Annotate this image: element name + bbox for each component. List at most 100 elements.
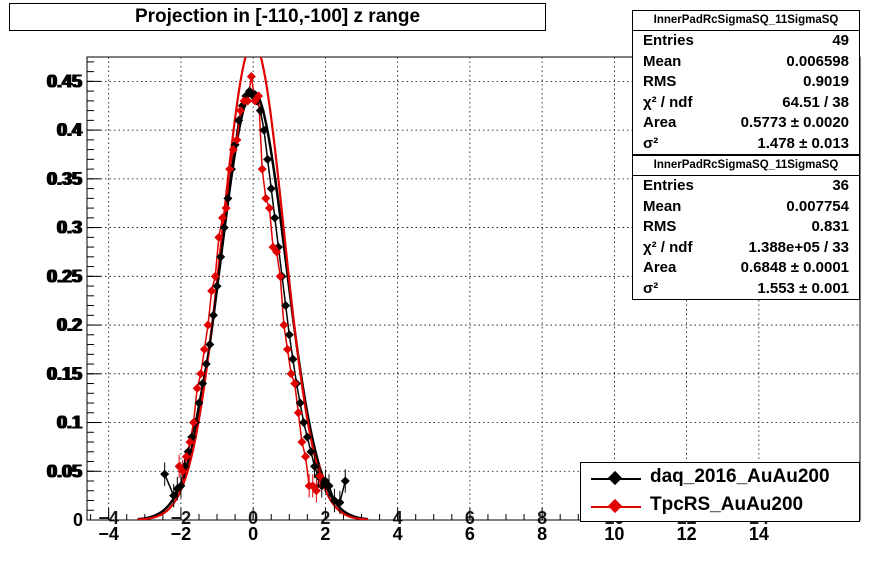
data-point [293, 408, 303, 418]
y-tick-label-echo: 0.4 [56, 120, 81, 140]
data-point [216, 252, 226, 262]
y-tick-label-echo: 0.05 [46, 461, 81, 481]
data-point [225, 164, 235, 174]
stats-row: Mean 0.007754 [643, 197, 849, 215]
stats-box-daq: InnerPadRcSigmaSQ_11SigmaSQ Entries 49 Me… [632, 10, 860, 155]
data-point [205, 340, 215, 350]
y-tick-label: 0.35 [48, 169, 83, 189]
stats-row: σ² 1.553 ± 0.001 [643, 279, 849, 297]
data-point [221, 203, 231, 213]
stats-row: χ² / ndf 64.51 / 38 [643, 93, 849, 111]
data-point [306, 447, 316, 457]
data-point [254, 91, 264, 101]
data-point [181, 452, 191, 462]
legend-label: TpcRS_AuAu200 [650, 494, 804, 515]
stats-row: Mean 0.006598 [643, 52, 849, 70]
data-point [259, 125, 269, 135]
stats-box-name: InnerPadRcSigmaSQ_11SigmaSQ [633, 156, 859, 176]
stats-row: Area 0.5773 ± 0.0020 [643, 114, 849, 132]
stats-row: RMS 0.9019 [643, 73, 849, 91]
legend-label: daq_2016_AuAu200 [650, 466, 830, 487]
legend: daq_2016_AuAu200 TpcRS_AuAu200 [580, 462, 860, 522]
data-point [286, 369, 296, 379]
data-point [178, 466, 188, 476]
data-point [236, 106, 246, 116]
data-point [284, 330, 294, 340]
plot-area [137, 57, 369, 520]
data-point [301, 452, 311, 462]
stats-row: Entries 36 [643, 177, 849, 194]
data-point [281, 301, 291, 311]
data-point [302, 432, 312, 442]
x-tick-label: 14 [749, 524, 769, 544]
data-point [228, 145, 238, 155]
data-point [257, 164, 267, 174]
data-point [261, 193, 271, 203]
y-tick-label: 0.4 [58, 120, 83, 140]
x-tick-label: 6 [465, 524, 475, 544]
data-point [189, 418, 199, 428]
x-tick-label: 12 [677, 524, 697, 544]
data-point [288, 354, 298, 364]
data-point [250, 96, 260, 106]
stats-row: RMS 0.831 [643, 218, 849, 236]
data-point [270, 213, 280, 223]
x-tick-label: −4 [98, 524, 119, 544]
y-tick-label: 0 [73, 510, 83, 530]
data-point [297, 437, 307, 447]
data-point [275, 271, 285, 281]
data-point [266, 184, 276, 194]
data-point [176, 481, 186, 491]
data-point [243, 96, 253, 106]
data-point [196, 369, 206, 379]
data-point [185, 437, 195, 447]
data-point [208, 310, 218, 320]
data-point [263, 154, 273, 164]
stats-row: σ² 1.478 ± 0.013 [643, 134, 849, 152]
x-tick-label: 8 [537, 524, 547, 544]
data-point [223, 193, 233, 203]
data-point [282, 344, 292, 354]
x-tick-label: 4 [393, 524, 403, 544]
y-tick-label-echo: 0.15 [46, 364, 81, 384]
data-point [212, 281, 222, 291]
data-point [198, 379, 208, 389]
data-point [232, 135, 242, 145]
data-point [272, 247, 282, 257]
y-tick-label-echo: 0.1 [56, 413, 81, 433]
y-tick-label: 0.2 [58, 315, 83, 335]
data-point [315, 471, 325, 481]
stats-row: Area 0.6848 ± 0.0001 [643, 259, 849, 277]
data-point [210, 271, 220, 281]
chart-title: Projection in [-110,-100] z range [9, 3, 546, 31]
y-tick-label: 0.45 [48, 71, 83, 91]
data-point [264, 203, 274, 213]
stats-row: χ² / ndf 1.388e+05 / 33 [643, 238, 849, 256]
data-point [310, 461, 320, 471]
stats-row: Entries 49 [643, 32, 849, 49]
data-point [217, 213, 227, 223]
y-tick-label-echo: 0.35 [46, 169, 81, 189]
y-tick-label: 0.15 [48, 364, 83, 384]
y-tick-label-echo: 0.25 [46, 266, 81, 286]
x-tick-label: −2 [171, 524, 192, 544]
data-point [311, 486, 321, 496]
data-point [246, 71, 256, 81]
x-tick-label: 10 [604, 524, 624, 544]
data-point [201, 359, 211, 369]
data-point [335, 497, 345, 507]
data-point [203, 320, 213, 330]
y-tick-label: 0.05 [48, 461, 83, 481]
legend-entry-daq: daq_2016_AuAu200 [581, 465, 859, 493]
data-point [299, 418, 309, 428]
y-tick-label-echo: 0.45 [46, 71, 81, 91]
data-point [255, 106, 265, 116]
data-point [295, 398, 305, 408]
diamond-marker-icon [607, 470, 623, 486]
stats-box-name: InnerPadRcSigmaSQ_11SigmaSQ [633, 11, 859, 31]
legend-entry-tpcrs: TpcRS_AuAu200 [581, 493, 859, 521]
data-point [219, 223, 229, 233]
y-tick-label: 0.3 [58, 218, 83, 238]
data-point [160, 469, 170, 479]
data-point [169, 491, 179, 501]
